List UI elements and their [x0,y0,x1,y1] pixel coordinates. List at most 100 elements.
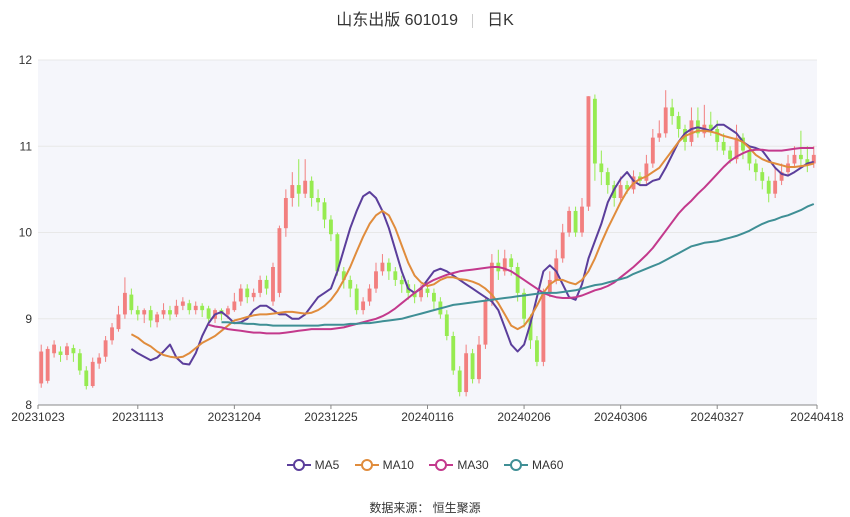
candle-body [592,98,597,164]
candle-body [663,107,668,134]
candle-body [174,305,179,315]
candle-body [97,357,102,364]
candle-body [290,185,295,198]
candle-body [573,210,578,233]
x-tick-label: 20231204 [208,410,262,424]
x-tick-label: 20240327 [691,410,745,424]
candle-body [554,258,559,280]
candle-body [52,344,57,354]
candle-body [90,361,95,387]
candle-body [386,262,391,272]
x-tick-label: 20240116 [401,410,454,424]
candle-body [316,198,320,203]
ma-line-ma60 [221,203,815,327]
candle-body [773,180,778,194]
candle-body [708,124,713,129]
candle-body [644,163,649,181]
candle-body [45,348,50,381]
candle-body [180,301,185,306]
candle-body [599,163,604,173]
candle-body [84,370,89,387]
legend-ma60[interactable]: MA60 [504,458,563,472]
candle-body [399,279,404,285]
candle-body [168,310,172,315]
candle-body [798,154,803,160]
legend-label-ma60: MA60 [532,458,564,472]
candle-body [116,314,121,330]
candle-body [277,228,282,293]
legend-marker-ma10 [354,459,379,471]
title-separator [472,13,474,28]
candle-body [367,288,372,302]
legend-marker-ma5 [286,459,311,471]
x-tick-label: 20240418 [790,410,844,424]
y-tick-label: 11 [20,139,33,153]
candle-body [650,137,655,164]
candle-body [728,150,733,160]
candle-body [489,262,494,302]
chart-title: 山东出版 601019 日K [0,6,850,30]
x-tick-label: 20240306 [594,410,648,424]
candle-body [657,133,662,138]
candle-body [618,185,623,198]
candle-body [811,154,816,164]
legend-label-ma30: MA30 [457,458,489,472]
candle-body [676,116,681,129]
y-tick-label: 10 [19,226,33,240]
legend-label-ma10: MA10 [382,458,414,472]
legend-ma30[interactable]: MA30 [429,458,489,472]
candle-body [232,301,237,311]
candle-body [200,305,205,311]
data-source: 数据来源： 恒生聚源 [369,501,481,515]
candle-body [432,292,436,302]
candle-body [689,120,694,142]
candle-body [148,310,153,321]
candle-body [238,288,243,302]
stock-name: 山东出版 601019 [336,12,459,29]
legend-ma10[interactable]: MA10 [354,458,414,472]
candle-body [71,348,76,354]
candle-body [380,262,385,272]
legend-ma5[interactable]: MA5 [286,458,339,472]
candle-body [477,344,481,380]
candle-body [103,340,108,357]
candle-body [715,129,720,142]
candle-body [734,137,739,160]
y-tick-label: 9 [25,312,32,326]
candle-body [187,303,192,311]
candle-body [741,137,745,151]
candle-body [110,327,114,341]
ma-line-ma30 [208,147,814,335]
candle-body [39,351,44,384]
y-tick-label: 8 [25,398,32,412]
candle-body [412,292,417,298]
y-tick-label: 12 [19,53,33,67]
candle-body [348,279,353,289]
candle-body [155,314,160,323]
x-tick-label: 20231023 [11,410,65,424]
x-tick-label: 20240206 [497,410,551,424]
x-tick-label: 20231225 [304,410,358,424]
candle-body [361,301,366,311]
candle-body [206,308,211,319]
candle-body [309,180,314,198]
candle-body [283,198,288,229]
candle-body [457,370,462,393]
candle-body [567,210,572,233]
candle-body [225,308,230,315]
candle-body [142,310,147,315]
candle-body [547,279,552,293]
candle-body [792,154,797,164]
candle-body [515,267,520,293]
candle-body [296,185,301,194]
candle-body [271,267,275,302]
candle-body [251,292,256,298]
candle-body [77,353,82,371]
candle-body [328,219,333,235]
candle-body [535,340,539,362]
candle-body [464,353,469,393]
candle-body [509,258,514,267]
candle-body [522,292,527,319]
candle-body [129,294,134,311]
